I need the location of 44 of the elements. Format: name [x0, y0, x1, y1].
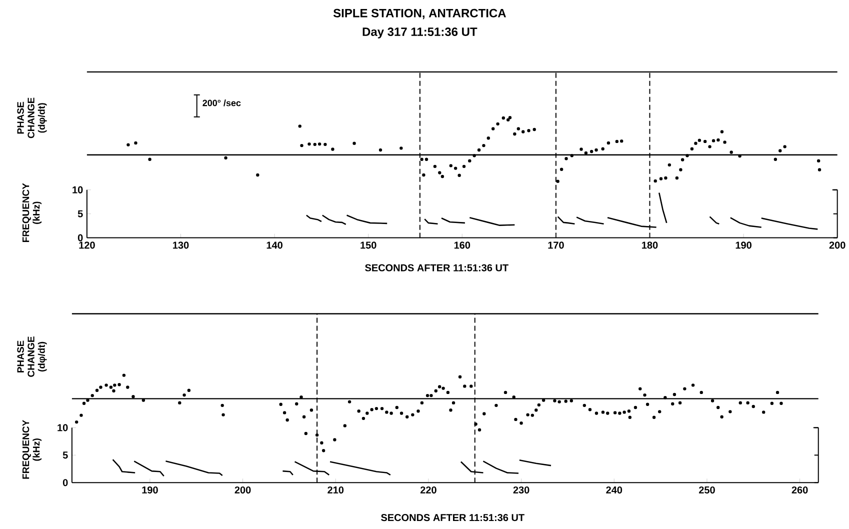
x-tick-label: 210	[328, 486, 344, 494]
x-axis-title: SECONDS AFTER 11:51:36 UT	[365, 264, 508, 272]
x-tick-label: 140	[266, 242, 282, 249]
x-tick-label: 240	[606, 486, 622, 494]
x-tick-label: 190	[142, 486, 158, 494]
x-tick-label: 260	[792, 486, 808, 494]
y-axis-title: PHASE CHANGE (dφ/dt)	[17, 336, 47, 378]
x-tick-label: 180	[642, 242, 658, 249]
line-series	[134, 460, 165, 477]
y-axis-title: PHASE CHANGE (dφ/dt)	[17, 98, 47, 138]
line-series	[165, 460, 223, 476]
chart-title: SIPLE STATION, ANTARCTICA	[333, 9, 506, 20]
x-tick-label: 190	[736, 242, 752, 249]
line-series	[576, 216, 604, 225]
y-tick-label: 10	[58, 424, 68, 432]
text: 200° /sec	[202, 100, 241, 106]
y-axis-title: FREQUENCY (kHz)	[22, 183, 42, 242]
line-series	[322, 214, 346, 226]
y-tick-label: 5	[78, 210, 83, 218]
line-series	[482, 460, 520, 474]
x-tick-label: 230	[513, 486, 530, 494]
x-tick-label: 200	[829, 242, 846, 249]
y-axis-title: FREQUENCY (kHz)	[22, 420, 42, 479]
y-tick-label: 10	[72, 186, 83, 194]
line-series	[329, 461, 392, 476]
x-tick-label: 220	[420, 486, 436, 494]
chart-subtitle: Day 317 11:51:36 UT	[362, 28, 478, 39]
x-tick-label: 250	[698, 486, 715, 494]
x-tick-label: 150	[360, 242, 376, 249]
x-tick-label: 170	[548, 242, 564, 249]
line-series	[346, 214, 388, 224]
line-series	[760, 218, 818, 230]
line-series	[730, 217, 762, 228]
line-series	[468, 217, 516, 226]
x-tick-label: 160	[454, 242, 470, 249]
x-tick-label: 130	[173, 242, 189, 249]
x-tick-label: 120	[79, 242, 95, 249]
x-tick-label: 200	[234, 486, 251, 494]
y-tick-label: 0	[62, 479, 68, 486]
line-series	[112, 459, 136, 474]
y-tick-label: 0	[78, 234, 83, 242]
x-axis-title: SECONDS AFTER 11:51:36 UT	[381, 514, 524, 522]
y-tick-label: 5	[62, 452, 68, 459]
line-series	[306, 214, 322, 222]
